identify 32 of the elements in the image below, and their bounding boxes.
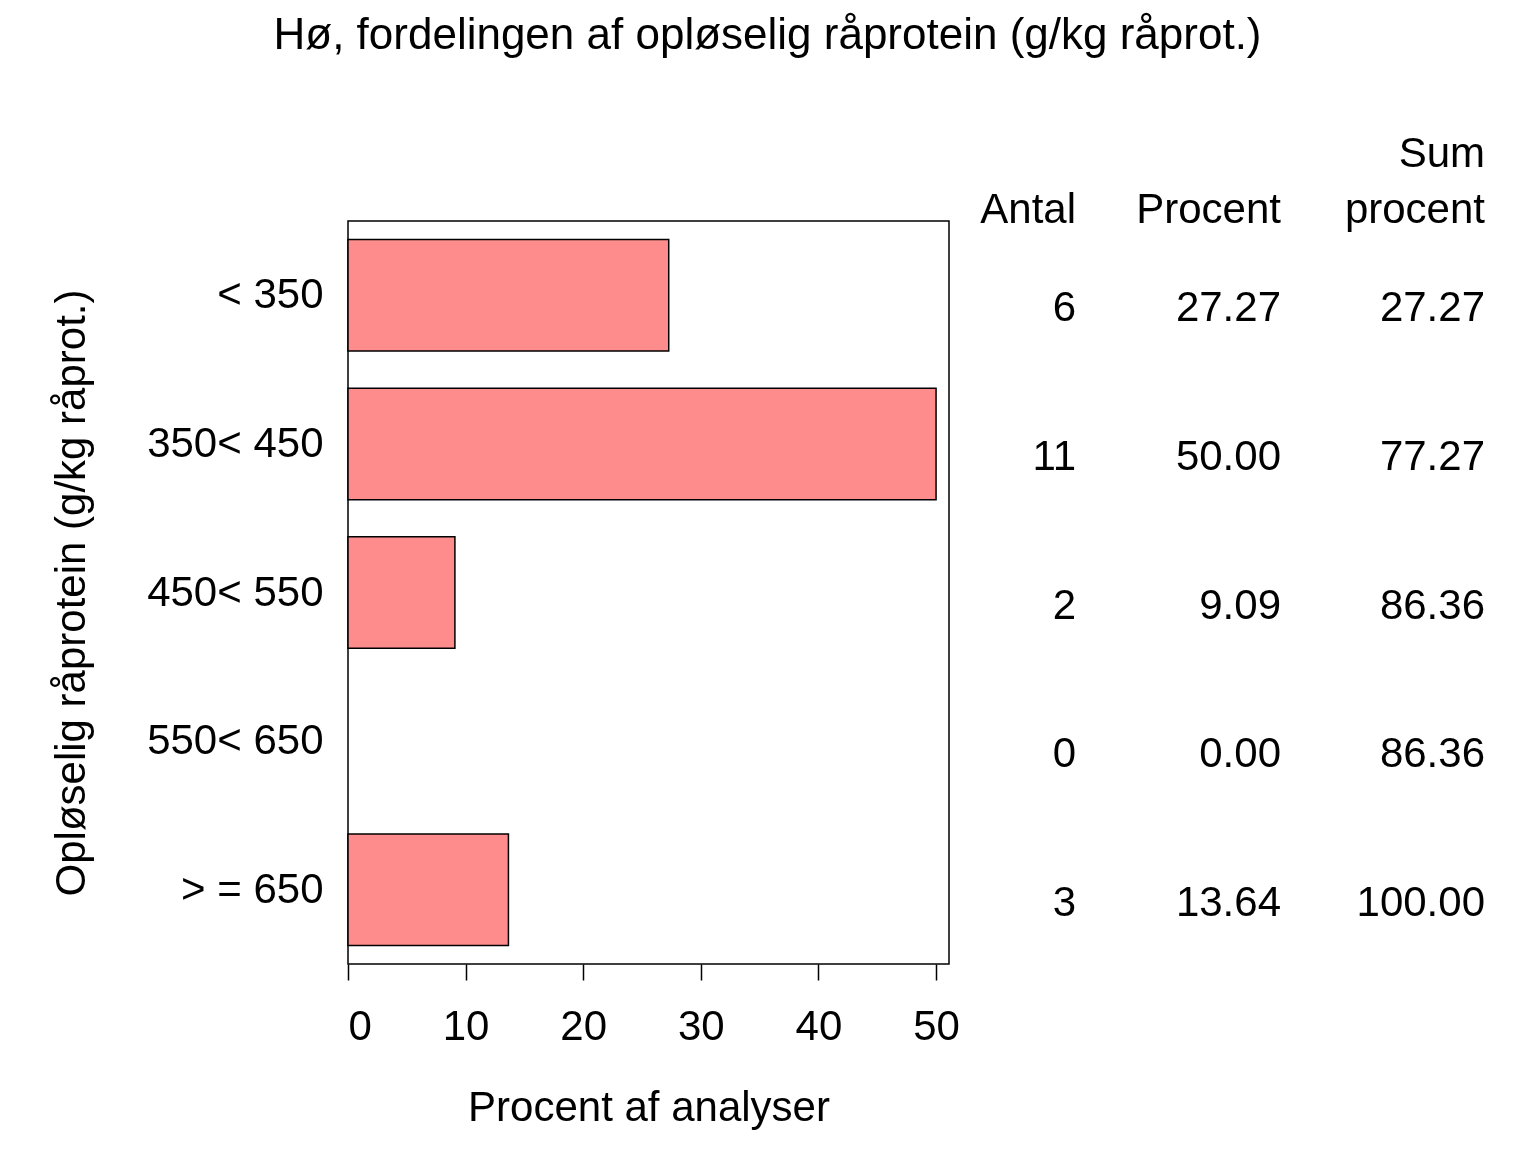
text: Sum procent (1344, 129, 1486, 232)
x-tick-label: 20 (560, 1001, 608, 1049)
text: 11 (1032, 431, 1076, 479)
data-label: 27.27 (1175, 283, 1281, 331)
x-tick-label: 0 (348, 1001, 372, 1049)
data-label: 13.64 (1175, 877, 1281, 925)
y-tick-label: > = 650 (181, 864, 324, 912)
text: 100.00 (1356, 877, 1485, 925)
y-tick-label: 350< 450 (147, 418, 324, 466)
chart-title: Hø, fordelingen af opløselig råprotein (g/kg råprot.) (273, 9, 1262, 58)
y-tick-label: 450< 550 (147, 567, 324, 615)
text: 27.27 (1379, 283, 1485, 331)
text: 86.36 (1379, 729, 1485, 777)
data-label: 0.00 (1199, 729, 1281, 777)
x-tick-label: 40 (795, 1001, 843, 1049)
text: Antal (980, 185, 1076, 232)
text: 86.36 (1379, 580, 1485, 628)
x-tick-label: 30 (677, 1001, 725, 1049)
text: 6 (1052, 283, 1076, 331)
y-tick-label: 550< 650 (147, 716, 324, 764)
text: 77.27 (1379, 431, 1485, 479)
x-tick-label: 50 (913, 1001, 960, 1049)
y-tick-label: < 350 (217, 270, 324, 318)
x-tick-label: 10 (442, 1001, 490, 1049)
text: Procent (1136, 185, 1282, 232)
x-axis-title: Procent af analyser (468, 1082, 830, 1130)
data-label: 9.09 (1199, 580, 1281, 628)
text: 0 (1052, 729, 1076, 777)
text: 2 (1052, 580, 1076, 628)
y-axis-title: Opløselig råprotein (g/kg råprot.) (46, 289, 94, 897)
text: 3 (1052, 877, 1076, 925)
data-label: 50.00 (1175, 431, 1281, 479)
